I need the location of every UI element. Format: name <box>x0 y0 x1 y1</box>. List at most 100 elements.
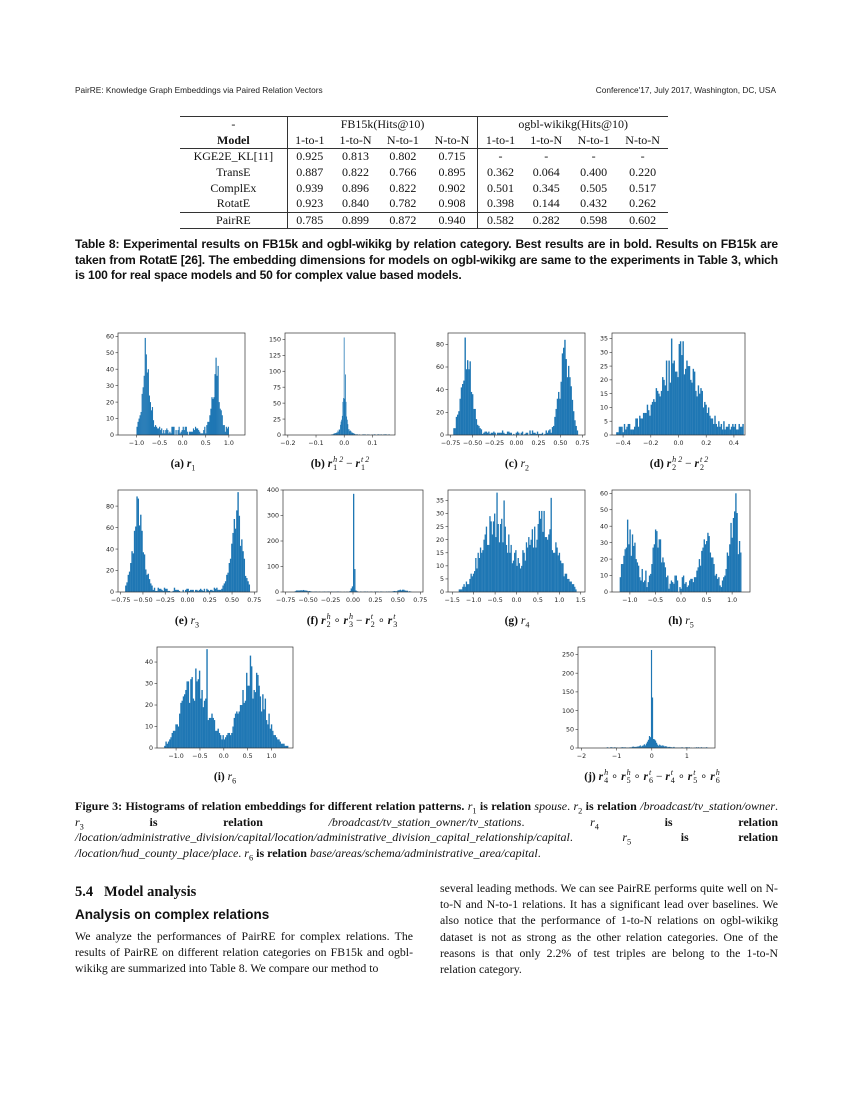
x-tick-label: −0.75 <box>276 597 295 604</box>
histogram-bar <box>627 423 630 435</box>
histogram-bar <box>221 588 223 592</box>
y-tick-label: 40 <box>106 546 114 553</box>
histogram-bar <box>470 391 473 435</box>
histogram-bar <box>548 430 550 435</box>
histogram-bar <box>239 545 242 592</box>
histogram-bar <box>698 559 701 592</box>
histogram-bar <box>306 590 308 592</box>
histogram-bar <box>651 401 654 435</box>
histogram-bar <box>142 552 144 592</box>
y-tick-label: 80 <box>436 342 444 349</box>
histogram-bar <box>223 425 225 435</box>
column-header: 1-to-1 <box>287 132 332 150</box>
math-subscript: 5 <box>689 620 694 630</box>
histogram-bar <box>465 581 468 592</box>
table-cell: 0.895 <box>426 164 479 181</box>
histogram-bar <box>724 429 726 435</box>
histogram-bar <box>403 589 405 592</box>
histogram-bar <box>723 421 725 435</box>
histogram-bar <box>515 550 517 592</box>
histogram-bar <box>504 433 506 435</box>
y-tick-label: 50 <box>566 726 574 733</box>
y-tick-label: 0 <box>149 745 153 752</box>
histogram-bar <box>298 590 300 592</box>
histogram-bar <box>646 741 649 748</box>
x-tick-label: −0.50 <box>298 597 317 604</box>
histogram-bar <box>483 432 485 435</box>
x-tick-label: 0.0 <box>676 597 686 604</box>
y-tick-label: 10 <box>600 573 608 580</box>
y-tick-label: 25 <box>600 363 608 370</box>
histogram-bar <box>508 534 510 592</box>
histogram-bar <box>499 524 502 592</box>
histogram-bar <box>154 425 157 435</box>
histogram-bar <box>559 560 562 592</box>
histogram-bar <box>541 510 543 592</box>
table-cell: 0.940 <box>426 211 479 230</box>
histogram-bar <box>696 396 698 435</box>
histogram-bar <box>186 681 188 748</box>
table-cell: 0.908 <box>426 195 479 213</box>
histogram-bar <box>569 581 571 592</box>
histogram-bar <box>658 745 660 748</box>
caption-segment: r <box>590 814 595 829</box>
histogram-bar <box>623 423 626 435</box>
histogram-bar <box>734 423 737 435</box>
caption-segment: r <box>75 814 80 829</box>
y-tick-label: 100 <box>269 368 281 375</box>
histogram-bar <box>674 575 676 592</box>
histogram-bar <box>647 582 650 592</box>
histogram-bar <box>650 573 652 592</box>
histogram-bar <box>515 432 518 435</box>
histogram-bar <box>521 565 523 592</box>
histogram-bar <box>177 430 179 435</box>
histogram-bar <box>535 547 537 592</box>
histogram-bar <box>491 534 493 592</box>
histogram-bar <box>677 377 679 435</box>
y-tick-label: 30 <box>600 349 608 356</box>
histogram-bar <box>509 432 511 435</box>
histogram-bar <box>243 702 245 748</box>
x-tick-label: −0.25 <box>156 597 175 604</box>
histogram-bar <box>304 590 306 592</box>
histogram-bar <box>133 530 136 592</box>
histogram-bar <box>660 745 662 748</box>
histogram-bar <box>680 588 682 592</box>
histogram-bar <box>156 428 159 435</box>
histogram-bar <box>517 558 519 592</box>
x-tick-label: 0.2 <box>701 440 711 447</box>
histogram-bar <box>224 581 227 592</box>
histogram-bar <box>656 390 659 435</box>
histogram-bar <box>571 584 574 592</box>
histogram-bar <box>555 542 557 592</box>
histogram-bar <box>244 575 247 592</box>
histogram-bar <box>641 745 643 748</box>
histogram-bar <box>170 737 172 748</box>
histogram-bar <box>633 545 635 592</box>
x-tick-label: −1.0 <box>168 753 183 760</box>
histogram-bar <box>701 550 703 592</box>
histogram-bar <box>671 582 674 592</box>
histogram-bar <box>176 589 178 592</box>
histogram-bar <box>700 388 702 435</box>
caption-segment: is relation <box>83 814 329 829</box>
histogram-bar <box>550 497 552 592</box>
results-table: - FB15k(Hits@10) ogbl-wikikg(Hits@10) Mo… <box>180 115 668 230</box>
histogram-bar <box>138 418 140 435</box>
math-superscript: t 2 <box>360 454 370 464</box>
histogram-bar <box>673 360 675 435</box>
caption-segment: is relation <box>631 830 778 845</box>
histogram-bar <box>356 591 358 592</box>
histogram-bar <box>353 433 354 435</box>
histogram-bar <box>688 366 691 435</box>
histogram-bar <box>181 430 183 435</box>
histogram-bar <box>713 564 715 592</box>
histogram-bar <box>210 408 212 435</box>
histogram-bar <box>687 366 689 435</box>
histogram-bar <box>226 574 228 592</box>
